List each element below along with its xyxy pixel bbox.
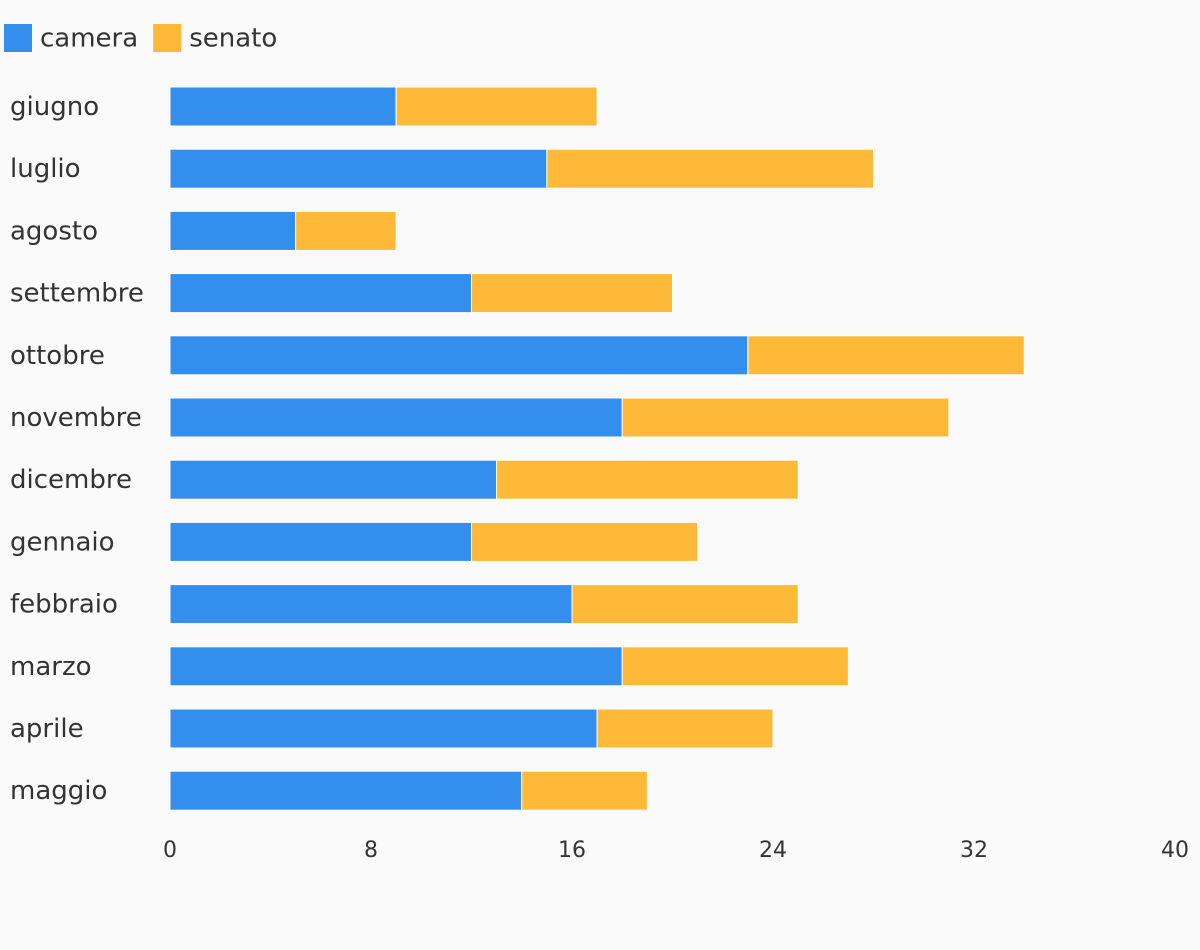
bar-senato-marzo: [621, 646, 849, 687]
bar-senato-giugno: [395, 86, 598, 127]
x-tick-label: 8: [364, 838, 378, 863]
x-tick-label: 40: [1161, 838, 1189, 863]
bar-camera-luglio: [169, 148, 548, 189]
category-label: luglio: [10, 154, 81, 184]
category-label: gennaio: [10, 527, 115, 557]
category-label: marzo: [10, 652, 92, 682]
category-label: ottobre: [10, 341, 105, 371]
bars: [169, 86, 1025, 811]
category-label: giugno: [10, 92, 99, 122]
category-label: agosto: [10, 216, 98, 246]
legend-label-senato: senato: [189, 24, 277, 54]
bar-camera-settembre: [169, 273, 472, 314]
x-tick-label: 0: [163, 838, 177, 863]
bar-senato-ottobre: [747, 335, 1025, 376]
bar-senato-maggio: [521, 770, 648, 811]
bar-camera-dicembre: [169, 459, 498, 500]
legend: camera senato: [4, 24, 277, 54]
bar-senato-novembre: [621, 397, 950, 438]
x-tick-label: 24: [759, 838, 787, 863]
bar-camera-marzo: [169, 646, 623, 687]
bar-senato-luglio: [546, 148, 874, 189]
bar-senato-gennaio: [471, 521, 699, 562]
bar-senato-febbraio: [571, 584, 799, 625]
x-tick-label: 32: [960, 838, 988, 863]
category-label: settembre: [10, 279, 144, 309]
bar-camera-febbraio: [169, 584, 573, 625]
category-label: aprile: [10, 714, 84, 744]
bar-camera-aprile: [169, 708, 598, 749]
bar-senato-aprile: [596, 708, 774, 749]
bar-camera-agosto: [169, 210, 297, 251]
bar-camera-novembre: [169, 397, 623, 438]
bar-camera-maggio: [169, 770, 523, 811]
legend-label-camera: camera: [40, 24, 138, 54]
category-label: maggio: [10, 776, 107, 806]
bar-camera-gennaio: [169, 521, 472, 562]
x-tick-label: 16: [558, 838, 586, 863]
bar-camera-giugno: [169, 86, 397, 127]
legend-swatch-senato: [153, 24, 182, 52]
category-labels: giugno luglio agosto settembre ottobre novemb…: [10, 92, 144, 806]
category-label: febbraio: [10, 590, 118, 620]
bar-senato-settembre: [471, 273, 673, 314]
bar-senato-dicembre: [496, 459, 799, 500]
bar-senato-agosto: [295, 210, 397, 251]
category-label: dicembre: [10, 465, 132, 495]
legend-swatch-camera: [4, 24, 32, 52]
category-label: novembre: [10, 403, 142, 433]
bar-camera-ottobre: [169, 335, 749, 376]
x-axis-ticks: 0 8 16 24 32 40: [163, 838, 1189, 863]
